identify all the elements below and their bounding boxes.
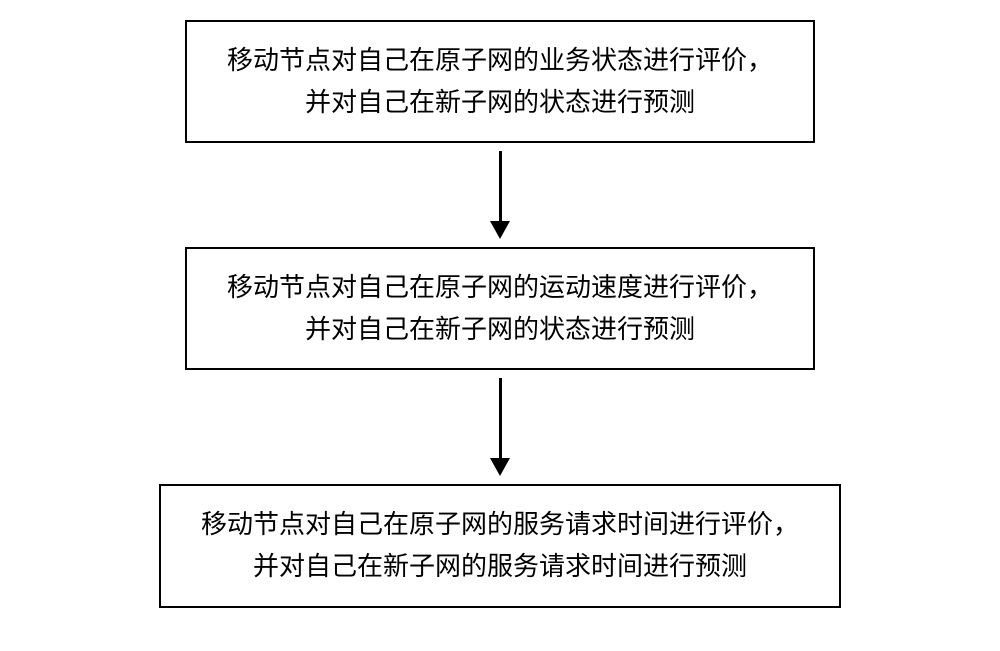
arrow-head-2	[490, 458, 510, 476]
flow-node-3-line2: 并对自己在新子网的服务请求时间进行预测	[201, 546, 799, 588]
arrow-line-2	[498, 378, 501, 458]
flow-node-3: 移动节点对自己在原子网的服务请求时间进行评价， 并对自己在新子网的服务请求时间进…	[159, 484, 841, 607]
arrow-line-1	[498, 151, 501, 221]
flow-node-2: 移动节点对自己在原子网的运动速度进行评价， 并对自己在新子网的状态进行预测	[185, 247, 815, 370]
flow-node-1-line2: 并对自己在新子网的状态进行预测	[227, 82, 773, 124]
flow-node-1-line1: 移动节点对自己在原子网的业务状态进行评价，	[227, 40, 773, 82]
arrow-head-1	[490, 221, 510, 239]
flowchart-container: 移动节点对自己在原子网的业务状态进行评价， 并对自己在新子网的状态进行预测 移动…	[159, 20, 841, 608]
flow-node-1: 移动节点对自己在原子网的业务状态进行评价， 并对自己在新子网的状态进行预测	[185, 20, 815, 143]
flow-node-2-line1: 移动节点对自己在原子网的运动速度进行评价，	[227, 267, 773, 309]
flow-node-2-line2: 并对自己在新子网的状态进行预测	[227, 309, 773, 351]
flow-arrow-2	[490, 378, 510, 476]
flow-arrow-1	[490, 151, 510, 239]
flow-node-3-line1: 移动节点对自己在原子网的服务请求时间进行评价，	[201, 504, 799, 546]
